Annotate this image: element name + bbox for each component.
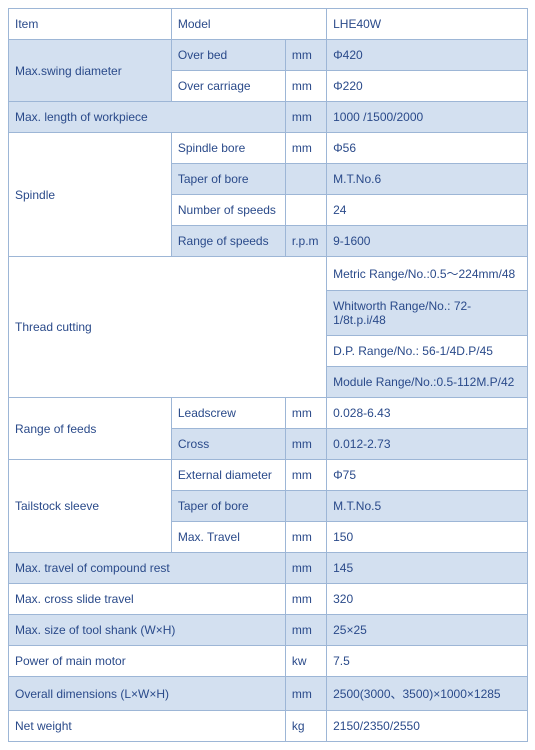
cell: mm <box>285 429 326 460</box>
cell: mm <box>285 584 326 615</box>
cell: Power of main motor <box>9 646 286 677</box>
cell: Spindle bore <box>171 133 285 164</box>
cell: Φ420 <box>327 40 528 71</box>
table-row: Range of feeds Leadscrew mm 0.028-6.43 <box>9 398 528 429</box>
table-row: Max.swing diameter Over bed mm Φ420 <box>9 40 528 71</box>
cell: Number of speeds <box>171 195 285 226</box>
cell <box>285 195 326 226</box>
cell: External diameter <box>171 460 285 491</box>
cell: 24 <box>327 195 528 226</box>
cell: Leadscrew <box>171 398 285 429</box>
cell: 1000 /1500/2000 <box>327 102 528 133</box>
cell <box>285 491 326 522</box>
cell: 0.028-6.43 <box>327 398 528 429</box>
cell: 0.012-2.73 <box>327 429 528 460</box>
header-model: Model <box>171 9 326 40</box>
cell: 2500(3000、3500)×1000×1285 <box>327 677 528 711</box>
cell: mm <box>285 522 326 553</box>
cell: D.P. Range/No.: 56-1/4D.P/45 <box>327 336 528 367</box>
table-row: Tailstock sleeve External diameter mm Φ7… <box>9 460 528 491</box>
cell: Range of speeds <box>171 226 285 257</box>
table-row: Power of main motor kw 7.5 <box>9 646 528 677</box>
cell: Max. travel of compound rest <box>9 553 286 584</box>
table-row: Spindle Spindle bore mm Φ56 <box>9 133 528 164</box>
cell: Max. cross slide travel <box>9 584 286 615</box>
swing-label: Max.swing diameter <box>9 40 172 102</box>
cell: Φ75 <box>327 460 528 491</box>
cell: Module Range/No.:0.5-112M.P/42 <box>327 367 528 398</box>
cell: 320 <box>327 584 528 615</box>
cell: mm <box>285 615 326 646</box>
cell: mm <box>285 553 326 584</box>
cell: Taper of bore <box>171 491 285 522</box>
cell: Max. size of tool shank (W×H) <box>9 615 286 646</box>
cell: Metric Range/No.:0.5～224mm/48 <box>327 257 528 291</box>
table-row: Overall dimensions (L×W×H) mm 2500(3000、… <box>9 677 528 711</box>
feeds-label: Range of feeds <box>9 398 172 460</box>
table-row: Max. travel of compound rest mm 145 <box>9 553 528 584</box>
cell: Φ56 <box>327 133 528 164</box>
cell: Over bed <box>171 40 285 71</box>
table-row: Thread cutting Metric Range/No.:0.5～224m… <box>9 257 528 291</box>
cell: mm <box>285 460 326 491</box>
cell: mm <box>285 40 326 71</box>
cell: Whitworth Range/No.: 72-1/8t.p.i/48 <box>327 291 528 336</box>
header-value: LHE40W <box>327 9 528 40</box>
cell: mm <box>285 133 326 164</box>
cell: 7.5 <box>327 646 528 677</box>
cell: r.p.m <box>285 226 326 257</box>
cell: 145 <box>327 553 528 584</box>
spec-table: Item Model LHE40W Max.swing diameter Ove… <box>8 8 528 742</box>
cell: Taper of bore <box>171 164 285 195</box>
tailstock-label: Tailstock sleeve <box>9 460 172 553</box>
cell: Cross <box>171 429 285 460</box>
cell <box>285 164 326 195</box>
cell: mm <box>285 102 326 133</box>
spindle-label: Spindle <box>9 133 172 257</box>
cell: Max. Travel <box>171 522 285 553</box>
cell: mm <box>285 398 326 429</box>
table-row: Max. cross slide travel mm 320 <box>9 584 528 615</box>
cell: Overall dimensions (L×W×H) <box>9 677 286 711</box>
cell: M.T.No.6 <box>327 164 528 195</box>
table-row: Max. length of workpiece mm 1000 /1500/2… <box>9 102 528 133</box>
maxlen-label: Max. length of workpiece <box>9 102 286 133</box>
header-item: Item <box>9 9 172 40</box>
cell: mm <box>285 71 326 102</box>
table-row: Max. size of tool shank (W×H) mm 25×25 <box>9 615 528 646</box>
cell: M.T.No.5 <box>327 491 528 522</box>
cell: mm <box>285 677 326 711</box>
cell: Φ220 <box>327 71 528 102</box>
cell: 150 <box>327 522 528 553</box>
cell: kw <box>285 646 326 677</box>
cell: 25×25 <box>327 615 528 646</box>
table-row: Item Model LHE40W <box>9 9 528 40</box>
cell: Over carriage <box>171 71 285 102</box>
cell: 9-1600 <box>327 226 528 257</box>
thread-label: Thread cutting <box>9 257 327 398</box>
